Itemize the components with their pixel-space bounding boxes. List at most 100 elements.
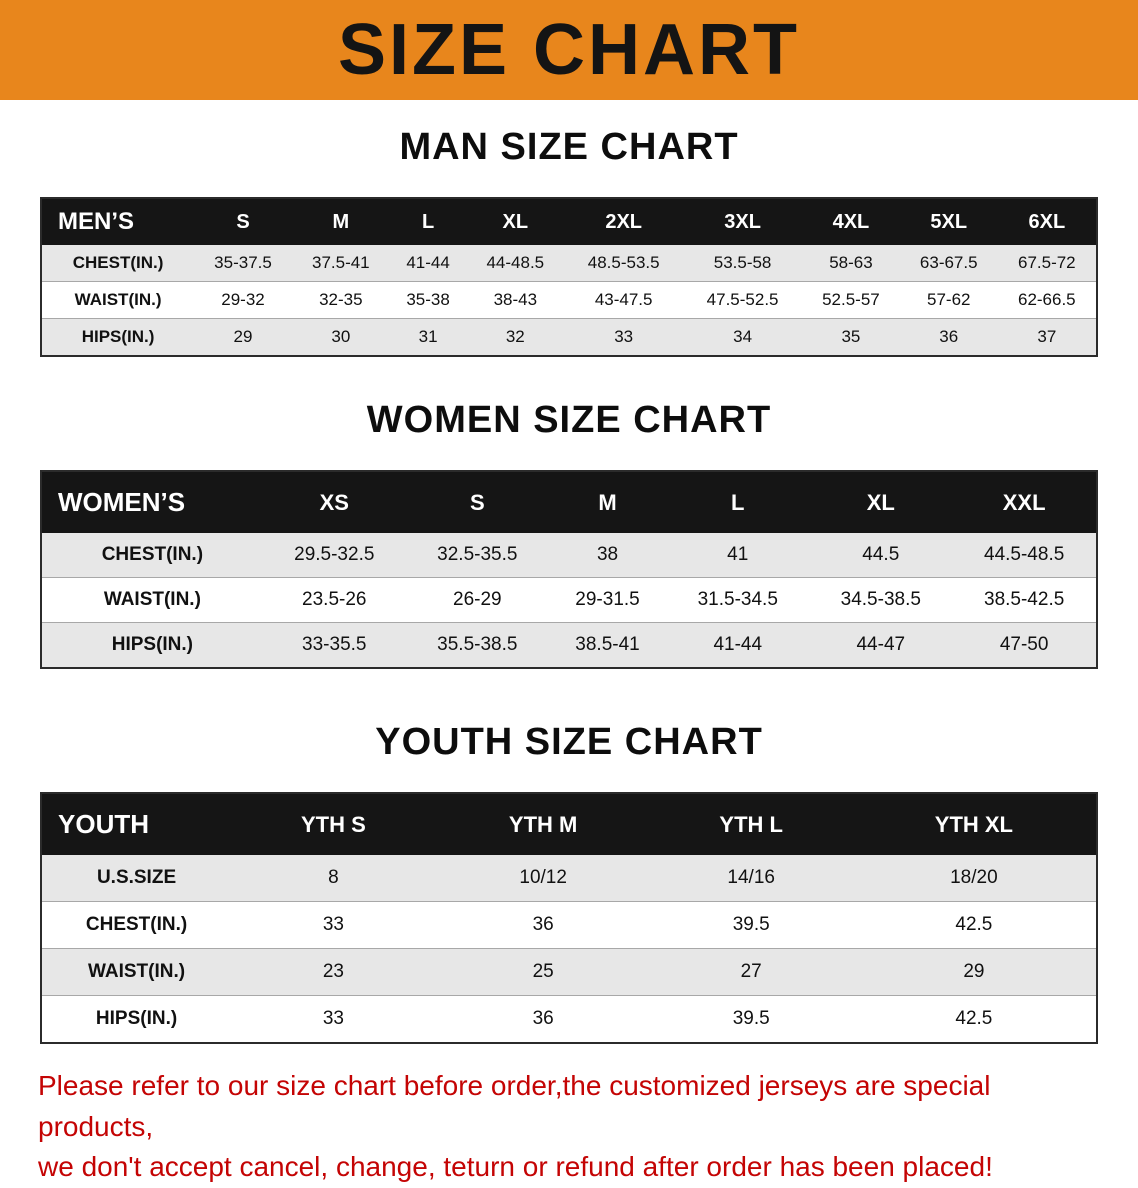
women-size-section: WOMEN SIZE CHART WOMEN’S XS S M L XL XXL CHEST(… [0,399,1138,669]
size-value-cell: 67.5-72 [1017,253,1076,272]
table-row: HIPS(IN.) 33 36 39.5 42.5 [41,995,1097,1043]
row-label-cell: CHEST(IN.) [101,544,204,565]
size-value-cell: 27 [740,961,762,982]
table-header-row: WOMEN’S XS S M L XL XXL [41,471,1097,533]
size-value-cell: 34 [733,327,753,346]
size-column-header: L [666,471,810,533]
size-column-header: YTH M [435,793,651,855]
size-column-header: M [291,198,390,245]
size-column-header: S [405,471,549,533]
size-column-header: 4XL [802,198,900,245]
size-value-cell: 8 [328,867,339,888]
size-value-cell: 39.5 [732,914,770,935]
disclaimer: Please refer to our size chart before or… [38,1066,1100,1188]
size-value-cell: 42.5 [955,914,993,935]
disclaimer-line-1: Please refer to our size chart before or… [38,1070,991,1142]
size-value-cell: 26-29 [453,589,502,610]
size-value-cell: 29 [233,327,253,346]
size-column-header: 2XL [564,198,684,245]
size-value-cell: 44-48.5 [486,253,545,272]
youth-section-heading: YOUTH SIZE CHART [375,721,763,763]
size-value-cell: 33-35.5 [302,634,367,655]
size-value-cell: 44-47 [856,634,906,655]
table-row: WAIST(IN.) 23.5-26 26-29 29-31.5 31.5-34.5 34… [41,577,1097,623]
table-row: CHEST(IN.) 29.5-32.5 32.5-35.5 38 41 44.5 44.5… [41,533,1097,578]
table-title-cell: WOMEN’S [41,471,263,533]
men-size-table: MEN’S S M L XL 2XL 3XL 4XL 5XL 6XL CHEST(IN.) 35-37… [40,197,1098,357]
size-value-cell: 33 [322,914,344,935]
size-column-header: YTH XL [851,793,1097,855]
size-value-cell: 35.5-38.5 [437,634,518,655]
men-size-section: MAN SIZE CHART MEN’S S M L XL 2XL 3XL 4XL 5XL 6XL… [0,126,1138,357]
table-row: CHEST(IN.) 33 36 39.5 42.5 [41,901,1097,949]
size-column-header: S [194,198,292,245]
youth-size-table: YOUTH YTH S YTH M YTH L YTH XL U.S.SIZE 8 10/12… [40,792,1098,1044]
size-value-cell: 29-31.5 [575,589,640,610]
table-row: HIPS(IN.) 29 30 31 32 33 34 35 36 37 [41,318,1097,356]
size-value-cell: 36 [532,1008,554,1029]
row-label-cell: U.S.SIZE [96,867,177,888]
size-value-cell: 10/12 [519,867,567,888]
size-value-cell: 36 [939,327,959,346]
size-column-header: YTH S [231,793,436,855]
size-value-cell: 29 [963,961,985,982]
row-label-cell: CHEST(IN.) [72,253,164,272]
size-value-cell: 38-43 [493,290,538,309]
size-value-cell: 37 [1037,327,1057,346]
row-label-cell: HIPS(IN.) [81,327,155,346]
size-value-cell: 32.5-35.5 [437,544,518,565]
table-header-row: YOUTH YTH S YTH M YTH L YTH XL [41,793,1097,855]
size-value-cell: 41-44 [406,253,450,272]
size-value-cell: 63-67.5 [919,253,978,272]
row-label-cell: HIPS(IN.) [95,1008,178,1029]
size-value-cell: 44.5 [862,544,900,565]
table-title-cell: YOUTH [41,793,232,855]
size-value-cell: 44.5-48.5 [984,544,1065,565]
size-column-header: XXL [952,471,1097,533]
size-value-cell: 52.5-57 [822,290,880,309]
size-value-cell: 14/16 [727,867,775,888]
youth-size-section: YOUTH SIZE CHART YOUTH YTH S YTH M YTH L YTH… [0,721,1138,1044]
size-value-cell: 47.5-52.5 [706,290,779,309]
size-value-cell: 37.5-41 [311,253,370,272]
size-value-cell: 23.5-26 [302,589,367,610]
size-value-cell: 33 [322,1008,344,1029]
size-value-cell: 30 [331,327,351,346]
size-value-cell: 35-38 [406,290,450,309]
size-value-cell: 43-47.5 [594,290,653,309]
table-row: CHEST(IN.) 35-37.5 37.5-41 41-44 44-48.5 48.5… [41,245,1097,282]
women-section-heading: WOMEN SIZE CHART [366,399,772,441]
disclaimer-line-2: we don't accept cancel, change, teturn o… [38,1151,993,1183]
row-label-cell: WAIST(IN.) [87,961,186,982]
size-value-cell: 34.5-38.5 [840,589,921,610]
size-value-cell: 32 [505,327,525,346]
size-column-header: 6XL [997,198,1097,245]
size-value-cell: 18/20 [950,867,998,888]
size-value-cell: 62-66.5 [1017,290,1076,309]
table-title-cell: MEN’S [41,198,195,245]
size-value-cell: 47-50 [999,634,1049,655]
row-label-cell: CHEST(IN.) [85,914,188,935]
size-column-header: XL [466,198,565,245]
size-value-cell: 58-63 [829,253,873,272]
table-row: WAIST(IN.) 29-32 32-35 35-38 38-43 43-47.5 47.… [41,281,1097,319]
women-size-table: WOMEN’S XS S M L XL XXL CHEST(IN.) 29.5-32.5 32.5… [40,470,1098,669]
size-value-cell: 57-62 [927,290,971,309]
table-header-row: MEN’S S M L XL 2XL 3XL 4XL 5XL 6XL [41,198,1097,245]
size-value-cell: 53.5-58 [713,253,772,272]
size-value-cell: 38 [596,544,619,565]
size-value-cell: 41 [727,544,749,565]
row-label-cell: WAIST(IN.) [74,290,162,309]
size-value-cell: 35-37.5 [214,253,272,272]
size-value-cell: 48.5-53.5 [587,253,660,272]
size-column-header: L [389,198,467,245]
size-column-header: YTH L [650,793,852,855]
size-value-cell: 29-32 [221,290,265,309]
size-value-cell: 23 [322,961,344,982]
size-value-cell: 39.5 [732,1008,770,1029]
men-section-heading: MAN SIZE CHART [399,126,739,168]
size-value-cell: 38.5-42.5 [984,589,1065,610]
table-row: HIPS(IN.) 33-35.5 35.5-38.5 38.5-41 41-44 44-… [41,622,1097,668]
size-column-header: 5XL [899,198,998,245]
